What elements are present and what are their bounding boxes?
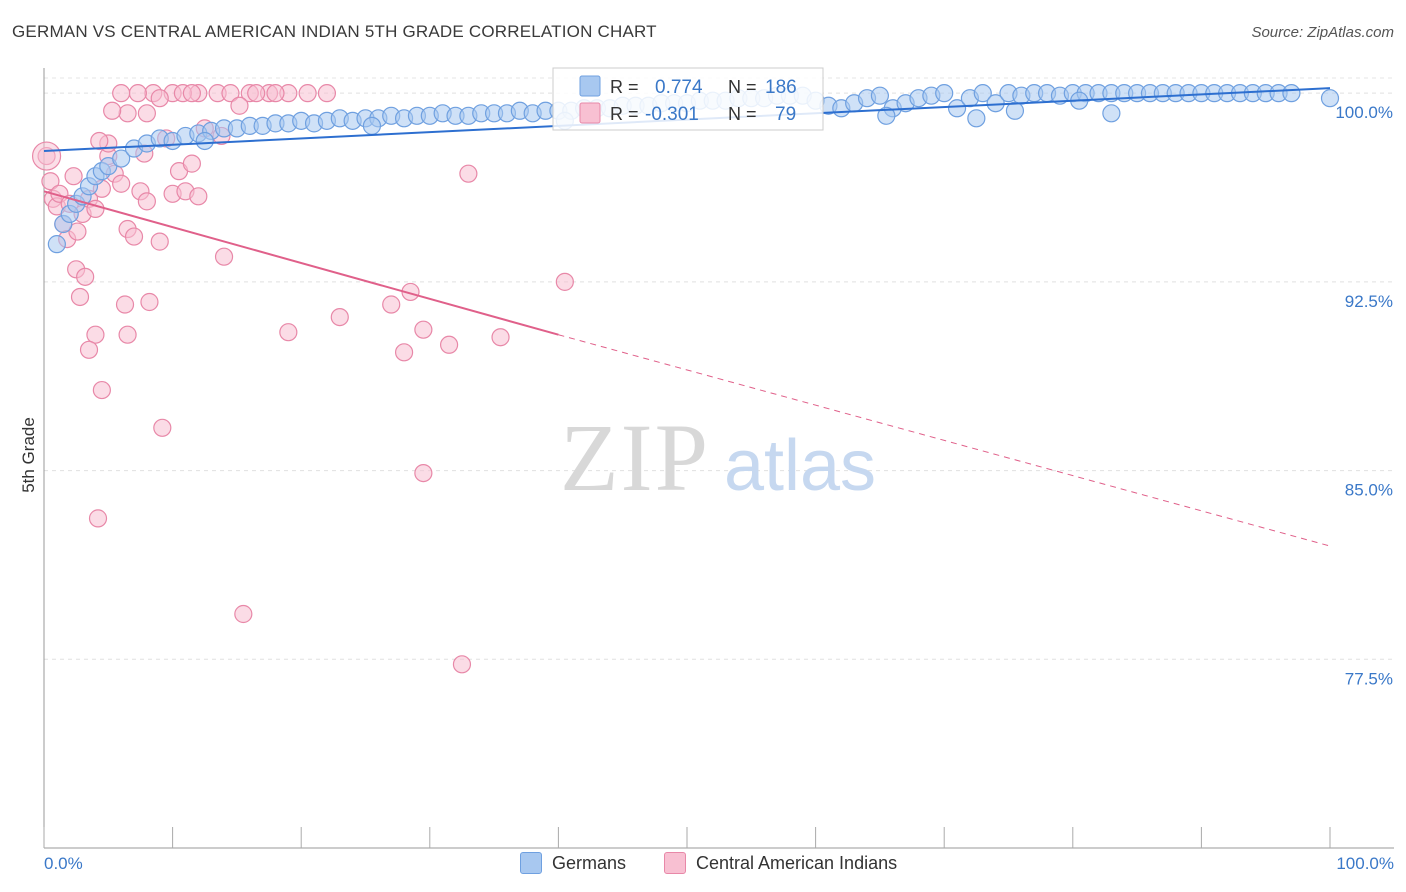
data-point <box>137 104 156 123</box>
watermark-zip: ZIP <box>560 404 710 511</box>
data-point <box>414 463 433 483</box>
data-point <box>86 325 105 344</box>
trend-line-central-american-indians <box>43 190 559 336</box>
data-point <box>140 292 159 312</box>
data-point <box>870 86 890 105</box>
data-point <box>112 149 131 168</box>
data-point <box>414 320 433 339</box>
data-point <box>234 604 253 624</box>
data-point <box>491 328 510 347</box>
data-point <box>298 84 317 103</box>
data-point <box>877 106 896 125</box>
chart-title: GERMAN VS CENTRAL AMERICAN INDIAN 5TH GR… <box>12 22 657 41</box>
data-point <box>150 89 169 108</box>
x-tick-label-right: 100.0% <box>1336 854 1394 873</box>
bottom-legend-item-germans[interactable]: Germans <box>520 852 626 874</box>
data-point <box>362 116 382 135</box>
data-point <box>76 267 95 286</box>
data-point <box>137 192 156 211</box>
trend-line-extension <box>558 334 1331 547</box>
data-point <box>195 131 214 151</box>
data-point <box>394 343 414 362</box>
data-point <box>1005 101 1025 120</box>
data-point <box>124 227 144 246</box>
data-point <box>452 655 472 674</box>
data-point <box>153 418 172 437</box>
data-point <box>221 84 240 103</box>
y-tick-label: 100.0% <box>1335 103 1393 122</box>
data-point <box>79 340 99 359</box>
data-point <box>112 174 131 193</box>
stats-legend: R = 0.774 N = 186 R = -0.301 N = 79 <box>552 67 824 131</box>
data-point <box>317 84 337 103</box>
data-point <box>459 164 478 183</box>
data-point <box>330 307 349 327</box>
watermark: ZIP atlas <box>560 404 876 511</box>
data-point <box>88 509 108 528</box>
data-point <box>115 295 135 314</box>
data-point <box>382 295 401 314</box>
data-point <box>150 232 169 251</box>
germans-swatch <box>520 852 542 874</box>
series-central-american-indians <box>31 84 574 674</box>
data-point <box>112 84 131 103</box>
bottom-legend: Germans Central American Indians <box>0 852 1406 878</box>
bottom-legend-label-germans: Germans <box>552 852 627 873</box>
data-point <box>230 96 249 115</box>
data-point <box>1320 89 1340 108</box>
legend-r-value-central-american-indians: -0.301 <box>645 104 699 125</box>
data-point <box>279 323 298 342</box>
data-point <box>973 84 992 103</box>
data-point <box>68 222 87 241</box>
data-point <box>128 84 147 103</box>
data-point <box>118 325 137 344</box>
data-point <box>47 235 66 254</box>
data-point <box>118 104 137 123</box>
legend-swatch-germans <box>579 75 601 97</box>
legend-n-value-central-american-indians: 79 <box>775 104 796 125</box>
data-point <box>41 172 60 191</box>
y-tick-label: 77.5% <box>1345 669 1393 688</box>
x-tick-label-left: 0.0% <box>44 854 83 873</box>
central-american-indians-swatch <box>664 852 686 874</box>
data-point <box>31 141 62 171</box>
data-point <box>555 272 574 291</box>
legend-swatch-central-american-indians <box>579 102 601 124</box>
legend-r-label: R = <box>610 77 639 97</box>
data-point <box>247 84 266 103</box>
legend-n-label: N = <box>728 104 757 124</box>
legend-r-label: R = <box>610 104 639 124</box>
data-point <box>92 380 111 400</box>
x-ticks <box>43 827 1331 848</box>
y-ticks: 100.0% 92.5% 85.0% 77.5% <box>1335 103 1393 688</box>
bottom-legend-label-central-american-indians: Central American Indians <box>696 852 898 873</box>
data-point <box>189 187 208 206</box>
data-point <box>967 109 986 128</box>
data-point <box>70 287 90 307</box>
data-point <box>947 99 967 118</box>
data-point <box>182 154 201 173</box>
watermark-atlas: atlas <box>724 426 876 506</box>
legend-r-value-germans: 0.774 <box>655 77 703 98</box>
bottom-legend-item-central-american-indians[interactable]: Central American Indians <box>664 852 897 874</box>
axes <box>43 68 1394 849</box>
data-point <box>935 84 954 103</box>
data-point <box>64 167 83 186</box>
legend-n-value-germans: 186 <box>765 77 797 98</box>
data-point <box>1282 84 1301 103</box>
y-tick-label: 92.5% <box>1345 292 1393 311</box>
data-point <box>1102 104 1121 123</box>
data-point <box>214 247 234 266</box>
y-axis-label: 5th Grade <box>19 417 38 493</box>
data-point <box>103 101 122 120</box>
gridlines <box>44 77 1394 660</box>
source-label: Source: ZipAtlas.com <box>1251 24 1394 41</box>
data-point <box>182 84 201 103</box>
data-point <box>266 84 285 103</box>
data-point <box>439 335 459 354</box>
data-point <box>90 131 109 151</box>
y-tick-label: 85.0% <box>1345 481 1393 500</box>
legend-n-label: N = <box>728 77 757 97</box>
